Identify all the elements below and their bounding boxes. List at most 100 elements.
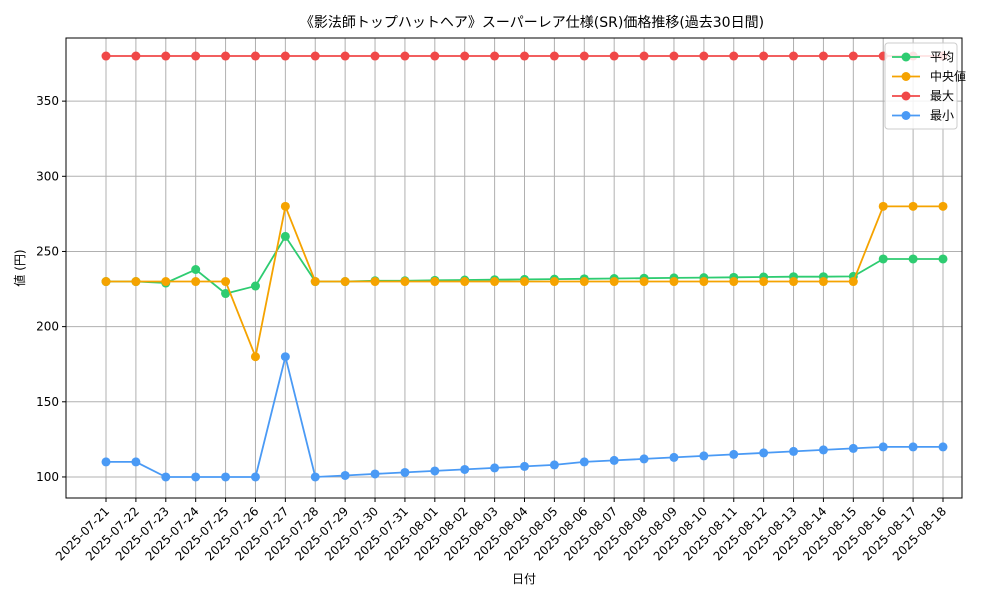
data-point [938, 254, 948, 264]
data-point [101, 457, 111, 467]
data-point [161, 277, 171, 287]
chart-title: 《影法師トップハットヘア》スーパーレア仕様(SR)価格推移(過去30日間) [300, 15, 764, 31]
data-point [430, 51, 440, 61]
data-point [490, 277, 500, 287]
data-point [609, 51, 619, 61]
data-point [460, 464, 470, 474]
data-point [579, 51, 589, 61]
y-tick-label: 200 [36, 320, 59, 334]
data-point [699, 451, 709, 461]
data-point [818, 445, 828, 455]
data-point [310, 51, 320, 61]
data-point [161, 51, 171, 61]
legend-swatch-marker [901, 72, 911, 81]
plot-frame [65, 37, 963, 499]
data-point [908, 254, 918, 264]
data-point [609, 277, 619, 287]
series-2 [101, 51, 948, 61]
data-point [729, 277, 739, 287]
data-point [878, 201, 888, 211]
data-point [280, 231, 290, 241]
data-point [520, 277, 529, 287]
data-point [848, 443, 858, 453]
data-point [250, 472, 260, 482]
data-point [131, 277, 141, 287]
y-tick-labels: 100 150 200 250 300 350 [36, 94, 66, 484]
data-point [789, 51, 799, 61]
data-point [729, 449, 739, 459]
legend-swatch-marker [901, 91, 911, 101]
data-point [878, 442, 888, 452]
data-point [280, 51, 290, 61]
data-point [340, 51, 350, 61]
data-point [789, 277, 799, 287]
y-tick-label: 250 [36, 244, 59, 258]
data-point [639, 51, 649, 61]
legend-swatch-marker [901, 52, 911, 62]
x-axis-label: 日付 [512, 572, 536, 586]
data-point [310, 472, 320, 482]
data-point [221, 277, 231, 287]
data-point [280, 352, 290, 362]
data-point [191, 51, 201, 61]
data-point [938, 442, 948, 452]
legend-box [884, 42, 958, 130]
y-tick-label: 300 [36, 169, 59, 183]
data-point [789, 446, 799, 456]
data-point [639, 277, 649, 287]
data-point [848, 277, 858, 287]
data-point [669, 51, 679, 61]
y-tick-label: 100 [36, 470, 59, 484]
legend-label: 平均 [930, 50, 954, 64]
data-point [400, 277, 410, 287]
data-point [908, 442, 918, 452]
data-point [250, 51, 260, 61]
data-point [221, 289, 231, 299]
data-point [370, 277, 380, 287]
data-point [101, 277, 111, 287]
data-point [669, 452, 679, 462]
legend-label: 最大 [930, 89, 954, 103]
data-point [579, 457, 589, 467]
series-3 [101, 352, 948, 482]
data-point [370, 51, 380, 61]
data-point [938, 201, 948, 211]
data-point [639, 454, 649, 464]
data-point [490, 51, 500, 61]
data-point [191, 265, 201, 275]
y-axis-label: 値 (円) [12, 249, 27, 286]
data-point [221, 472, 231, 482]
y-tick-label: 150 [36, 395, 59, 409]
data-point [609, 455, 619, 465]
data-point [549, 460, 559, 470]
data-point [430, 277, 440, 287]
data-point [759, 51, 769, 61]
data-point [191, 472, 201, 482]
data-point [729, 51, 739, 61]
grid [66, 38, 962, 498]
data-point [340, 470, 350, 480]
data-point [669, 277, 679, 287]
data-point [490, 463, 500, 473]
data-point [400, 51, 410, 61]
data-point [101, 51, 111, 61]
data-point [131, 51, 141, 61]
data-point [520, 461, 529, 471]
data-point [400, 467, 410, 477]
data-point [520, 51, 529, 61]
data-point [848, 51, 858, 61]
data-point [161, 472, 171, 482]
data-point [460, 51, 470, 61]
data-point [340, 277, 350, 287]
series-1 [101, 201, 948, 362]
data-point [878, 254, 888, 264]
data-point [250, 281, 260, 291]
x-tick-labels: 2025-07-212025-07-222025-07-232025-07-24… [53, 498, 949, 563]
data-point [549, 277, 559, 287]
data-point [460, 277, 470, 287]
y-tick-label: 350 [36, 94, 59, 108]
data-point [818, 277, 828, 287]
data-point [250, 352, 260, 362]
data-point [699, 277, 709, 287]
